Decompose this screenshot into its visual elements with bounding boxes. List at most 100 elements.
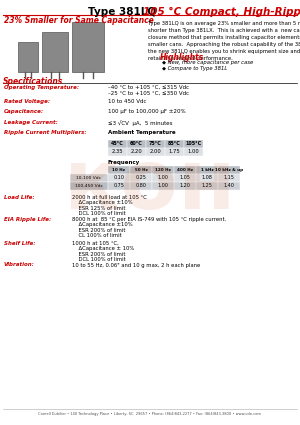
Text: 1.75: 1.75: [169, 149, 180, 154]
Text: ◆ Compare to Type 381L: ◆ Compare to Type 381L: [162, 66, 227, 71]
Bar: [196, 165, 218, 173]
Text: 1.40: 1.40: [224, 183, 234, 188]
Text: 2.35: 2.35: [112, 149, 123, 154]
Bar: [108, 165, 130, 173]
Bar: [165, 147, 184, 156]
Text: 100-450 Vdc: 100-450 Vdc: [75, 184, 103, 187]
Bar: [130, 181, 152, 190]
Bar: [146, 147, 165, 156]
Text: 400 Hz: 400 Hz: [177, 167, 193, 172]
Text: EIA Ripple Life:: EIA Ripple Life:: [4, 216, 51, 221]
Text: ESR 200% of limit: ESR 200% of limit: [72, 227, 125, 232]
Text: 85°C: 85°C: [168, 141, 181, 146]
Bar: [152, 181, 174, 190]
Text: DCL 100% of limit: DCL 100% of limit: [72, 257, 126, 262]
Text: 120 Hz: 120 Hz: [155, 167, 171, 172]
Bar: [42, 32, 68, 72]
Text: ≤3 √CV  μA,  5 minutes: ≤3 √CV μA, 5 minutes: [108, 119, 172, 125]
Text: Vibration:: Vibration:: [4, 263, 35, 267]
Text: 10 Hz: 10 Hz: [112, 167, 125, 172]
Text: 105 °C Compact, High-Ripple Snap-in: 105 °C Compact, High-Ripple Snap-in: [143, 7, 300, 17]
Bar: [108, 147, 127, 156]
Text: Shelf Life:: Shelf Life:: [4, 241, 35, 246]
Bar: [196, 181, 218, 190]
Bar: [130, 165, 152, 173]
Text: 100 μF to 100,000 μF ±20%: 100 μF to 100,000 μF ±20%: [108, 109, 186, 114]
Text: 60°C: 60°C: [130, 141, 143, 146]
Bar: [174, 165, 196, 173]
Text: 10 to 55 Hz, 0.06" and 10 g max, 2 h each plane: 10 to 55 Hz, 0.06" and 10 g max, 2 h eac…: [72, 263, 200, 267]
Bar: [127, 147, 146, 156]
Text: –25 °C to +105 °C, ≤350 Vdc: –25 °C to +105 °C, ≤350 Vdc: [108, 91, 189, 96]
Bar: [165, 139, 184, 147]
Text: Specifications: Specifications: [3, 77, 63, 86]
Text: 1.08: 1.08: [202, 175, 212, 180]
Text: ΔCapacitance ±10%: ΔCapacitance ±10%: [72, 222, 133, 227]
Bar: [108, 173, 130, 181]
Text: 1.00: 1.00: [188, 149, 200, 154]
Bar: [70, 173, 108, 181]
Text: 2000 h at full load at 105 °C: 2000 h at full load at 105 °C: [72, 195, 147, 199]
Text: 10 to 450 Vdc: 10 to 450 Vdc: [108, 99, 146, 104]
Text: 1.05: 1.05: [180, 175, 190, 180]
Text: 50 Hz: 50 Hz: [135, 167, 147, 172]
Text: 10-100 Vdc: 10-100 Vdc: [76, 176, 101, 179]
Bar: [130, 173, 152, 181]
Text: 1.20: 1.20: [180, 183, 190, 188]
Bar: [108, 139, 127, 147]
Text: 1.00: 1.00: [158, 183, 168, 188]
Text: Ambient Temperature: Ambient Temperature: [108, 130, 176, 135]
Text: 2.00: 2.00: [150, 149, 161, 154]
Text: 1.25: 1.25: [202, 183, 212, 188]
Text: 0.25: 0.25: [136, 175, 146, 180]
Text: ΔCapacitance ±10%: ΔCapacitance ±10%: [72, 200, 133, 205]
Text: кон: кон: [64, 144, 236, 226]
Text: 45°C: 45°C: [111, 141, 124, 146]
Text: Ripple Current Multipliers:: Ripple Current Multipliers:: [4, 130, 87, 135]
Text: ΔCapacitance ± 10%: ΔCapacitance ± 10%: [72, 246, 134, 251]
Text: 8000 h at  85 °C per EIA IS-749 with 105 °C ripple current.: 8000 h at 85 °C per EIA IS-749 with 105 …: [72, 216, 226, 221]
Bar: [18, 42, 38, 72]
Text: 1.00: 1.00: [158, 175, 168, 180]
Bar: [152, 173, 174, 181]
Bar: [72, 22, 104, 72]
Text: Cornell Dubilier • 140 Technology Place • Liberty, SC  29657 • Phone: (864)843-2: Cornell Dubilier • 140 Technology Place …: [38, 412, 262, 416]
Bar: [108, 181, 130, 190]
Bar: [184, 147, 203, 156]
Text: ESR 125% of limit: ESR 125% of limit: [72, 206, 125, 210]
Text: 75°C: 75°C: [149, 141, 162, 146]
Text: Load Life:: Load Life:: [4, 195, 34, 199]
Text: 10 kHz & up: 10 kHz & up: [215, 167, 243, 172]
Text: Type 381LQ: Type 381LQ: [88, 7, 160, 17]
Text: ESR 200% of limit: ESR 200% of limit: [72, 252, 125, 257]
Text: CL 100% of limit: CL 100% of limit: [72, 233, 122, 238]
Text: DCL 100% of limit: DCL 100% of limit: [72, 211, 126, 216]
Text: 1 kHz: 1 kHz: [201, 167, 213, 172]
Text: 0.80: 0.80: [136, 183, 146, 188]
Bar: [152, 165, 174, 173]
Bar: [174, 181, 196, 190]
Text: 1000 h at 105 °C,: 1000 h at 105 °C,: [72, 241, 119, 246]
Text: 0.10: 0.10: [114, 175, 124, 180]
Text: Capacitance:: Capacitance:: [4, 109, 44, 114]
Bar: [184, 139, 203, 147]
Bar: [174, 173, 196, 181]
Bar: [146, 139, 165, 147]
Bar: [127, 139, 146, 147]
Bar: [218, 173, 240, 181]
Text: Rated Voltage:: Rated Voltage:: [4, 99, 50, 104]
Text: Frequency: Frequency: [108, 159, 140, 164]
Bar: [196, 173, 218, 181]
Text: 23% Smaller for Same Capacitance: 23% Smaller for Same Capacitance: [4, 16, 154, 25]
Text: Operating Temperature:: Operating Temperature:: [4, 85, 79, 90]
Text: Type 381LQ is on average 23% smaller and more than 5 mm
shorter than Type 381LX.: Type 381LQ is on average 23% smaller and…: [148, 21, 300, 61]
Bar: [70, 181, 108, 190]
Text: 2.20: 2.20: [130, 149, 142, 154]
Text: 0.75: 0.75: [114, 183, 124, 188]
Text: 105°C: 105°C: [185, 141, 202, 146]
Bar: [218, 165, 240, 173]
Text: Highlights: Highlights: [160, 53, 204, 62]
Text: –40 °C to +105 °C, ≤315 Vdc: –40 °C to +105 °C, ≤315 Vdc: [108, 85, 189, 90]
Text: Leakage Current:: Leakage Current:: [4, 119, 58, 125]
Text: ◆ New, more capacitance per case: ◆ New, more capacitance per case: [162, 60, 253, 65]
